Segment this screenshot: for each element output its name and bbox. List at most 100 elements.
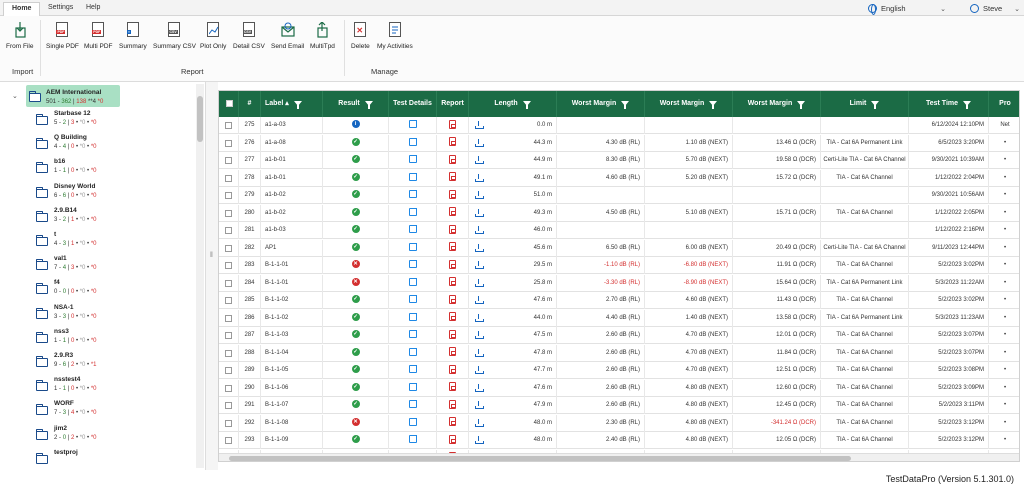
download-icon[interactable] (475, 401, 484, 410)
table-row[interactable]: 290 B-1-1-06 ✓ 47.6 m 2.60 dB (RL) 4.80 dB (N… (219, 379, 1019, 397)
row-select-cell[interactable] (219, 239, 239, 257)
header-select-all[interactable] (219, 91, 239, 117)
pdf-report-icon[interactable] (449, 434, 456, 444)
pdf-report-icon[interactable] (449, 417, 456, 427)
row-select-cell[interactable] (219, 414, 239, 432)
download-icon[interactable] (475, 348, 484, 358)
row-select-cell[interactable] (219, 204, 239, 222)
grid-hscroll-thumb[interactable] (229, 456, 851, 461)
tree-item[interactable]: nss3 1 - 1 | 0 • *0 • *0 (36, 328, 196, 352)
table-row[interactable]: 283 B-1-1-01 ✕ 29.5 m -1.10 dB (RL) -6.80 dB … (219, 257, 1019, 275)
table-row[interactable]: 286 B-1-1-02 ✓ 44.0 m 4.40 dB (RL) 1.40 dB (N… (219, 309, 1019, 327)
tree-item[interactable]: Q Building 4 - 4 | 0 • *0 • *0 (36, 134, 196, 158)
row-checkbox[interactable] (225, 262, 232, 269)
pdf-report-icon[interactable] (449, 277, 456, 287)
row-select-cell[interactable] (219, 344, 239, 362)
header-report[interactable]: Report (437, 91, 469, 117)
pdf-report-icon[interactable] (449, 224, 456, 234)
row-checkbox[interactable] (225, 139, 232, 147)
my-activities-button[interactable]: My Activities (377, 22, 413, 50)
download-icon[interactable] (475, 243, 484, 253)
panel-splitter[interactable]: ‖ (206, 82, 218, 470)
detail-csv-button[interactable]: CSV Detail CSV (233, 22, 265, 50)
download-icon[interactable] (475, 156, 484, 165)
download-icon[interactable] (475, 121, 484, 130)
single-pdf-button[interactable]: PDF Single PDF (46, 22, 79, 50)
open-details-icon[interactable] (408, 312, 417, 321)
open-details-icon[interactable] (408, 120, 417, 129)
download-icon[interactable] (475, 296, 484, 305)
row-checkbox[interactable] (225, 437, 232, 444)
language-select[interactable]: English ⌄ (868, 3, 946, 15)
download-icon[interactable] (475, 366, 484, 375)
pdf-report-icon[interactable] (449, 242, 456, 252)
pdf-report-icon[interactable] (449, 399, 456, 409)
table-row[interactable]: 285 B-1-1-02 ✓ 47.6 m 2.70 dB (RL) 4.60 dB (N… (219, 292, 1019, 310)
header-test-time[interactable]: Test Time (909, 91, 989, 117)
table-row[interactable]: 275 a1-a-03 i 0.0 m 6/12/2024 12:10PM Net (219, 117, 1019, 135)
pdf-report-icon[interactable] (449, 452, 456, 453)
header-test-details[interactable]: Test Details (389, 91, 437, 117)
row-select-cell[interactable] (219, 362, 239, 379)
multi-pdf-button[interactable]: PDF Multi PDF (84, 22, 113, 50)
row-checkbox[interactable] (225, 244, 232, 252)
open-details-icon[interactable] (408, 137, 417, 146)
open-details-icon[interactable] (408, 365, 417, 374)
download-icon[interactable] (475, 383, 484, 393)
row-checkbox[interactable] (225, 367, 232, 374)
download-icon[interactable] (475, 261, 484, 270)
pdf-report-icon[interactable] (449, 347, 456, 357)
tree-item[interactable]: NSA-1 3 - 3 | 0 • *0 • *0 (36, 304, 196, 328)
pdf-report-icon[interactable] (449, 364, 456, 374)
delete-button[interactable]: ✕ Delete (351, 22, 370, 50)
row-select-cell[interactable] (219, 379, 239, 397)
row-checkbox[interactable] (225, 384, 232, 392)
tree-item[interactable]: f4 0 - 0 | 0 • *0 • *0 (36, 279, 196, 303)
plot-only-button[interactable]: Plot Only (200, 22, 226, 50)
tree-item[interactable]: testproj (36, 449, 196, 470)
table-row[interactable]: 291 B-1-1-07 ✓ 47.9 m 2.60 dB (RL) 4.80 dB (N… (219, 397, 1019, 415)
download-icon[interactable] (475, 226, 484, 235)
pdf-report-icon[interactable] (449, 119, 456, 129)
table-row[interactable]: 276 a1-a-08 ✓ 44.3 m 4.30 dB (RL) 1.10 dB (NE… (219, 134, 1019, 152)
row-checkbox[interactable] (225, 297, 232, 304)
table-row[interactable]: 294B-1-1-10✕ 26.5 m-3.30 dB (RL)-9.00 dB … (219, 449, 1019, 453)
download-icon[interactable] (475, 313, 484, 323)
row-checkbox[interactable] (225, 279, 232, 287)
tree-item[interactable]: b16 1 - 1 | 0 • *0 • *0 (36, 158, 196, 182)
header-limit[interactable]: Limit (821, 91, 909, 117)
download-icon[interactable] (475, 173, 484, 183)
tab-settings[interactable]: Settings (48, 4, 74, 11)
row-checkbox[interactable] (225, 209, 232, 217)
open-details-icon[interactable] (408, 347, 417, 356)
table-row[interactable]: 287 B-1-1-03 ✓ 47.5 m 2.60 dB (RL) 4.70 dB (N… (219, 327, 1019, 345)
download-icon[interactable] (475, 418, 484, 428)
header-worst-margin-2[interactable]: Worst Margin (645, 91, 733, 117)
table-row[interactable]: 284 B-1-1-01 ✕ 25.8 m -3.30 dB (RL) -8.90 dB … (219, 274, 1019, 292)
download-icon[interactable] (475, 208, 484, 218)
row-checkbox[interactable] (225, 122, 232, 129)
open-details-icon[interactable] (408, 207, 417, 216)
pdf-report-icon[interactable] (449, 259, 456, 269)
pdf-report-icon[interactable] (449, 137, 456, 147)
table-row[interactable]: 280 a1-b-02 ✓ 49.3 m 4.50 dB (RL) 5.10 dB (NE… (219, 204, 1019, 222)
row-select-cell[interactable] (219, 152, 239, 169)
download-icon[interactable] (475, 331, 484, 340)
row-select-cell[interactable] (219, 222, 239, 239)
header-num[interactable]: # (239, 91, 261, 117)
open-details-icon[interactable] (408, 155, 417, 164)
row-select-cell[interactable] (219, 134, 239, 152)
filter-icon[interactable] (522, 100, 531, 109)
pdf-report-icon[interactable] (449, 172, 456, 182)
select-all-checkbox[interactable] (226, 100, 233, 107)
pdf-report-icon[interactable] (449, 329, 456, 339)
row-checkbox[interactable] (225, 332, 232, 339)
row-checkbox[interactable] (225, 419, 232, 427)
header-worst-margin-1[interactable]: Worst Margin (557, 91, 645, 117)
send-email-button[interactable]: Send Email (271, 22, 304, 50)
header-result[interactable]: Result (323, 91, 389, 117)
open-details-icon[interactable] (408, 330, 417, 339)
filter-icon[interactable] (621, 100, 630, 109)
download-icon[interactable] (475, 191, 484, 200)
open-details-icon[interactable] (408, 242, 417, 251)
